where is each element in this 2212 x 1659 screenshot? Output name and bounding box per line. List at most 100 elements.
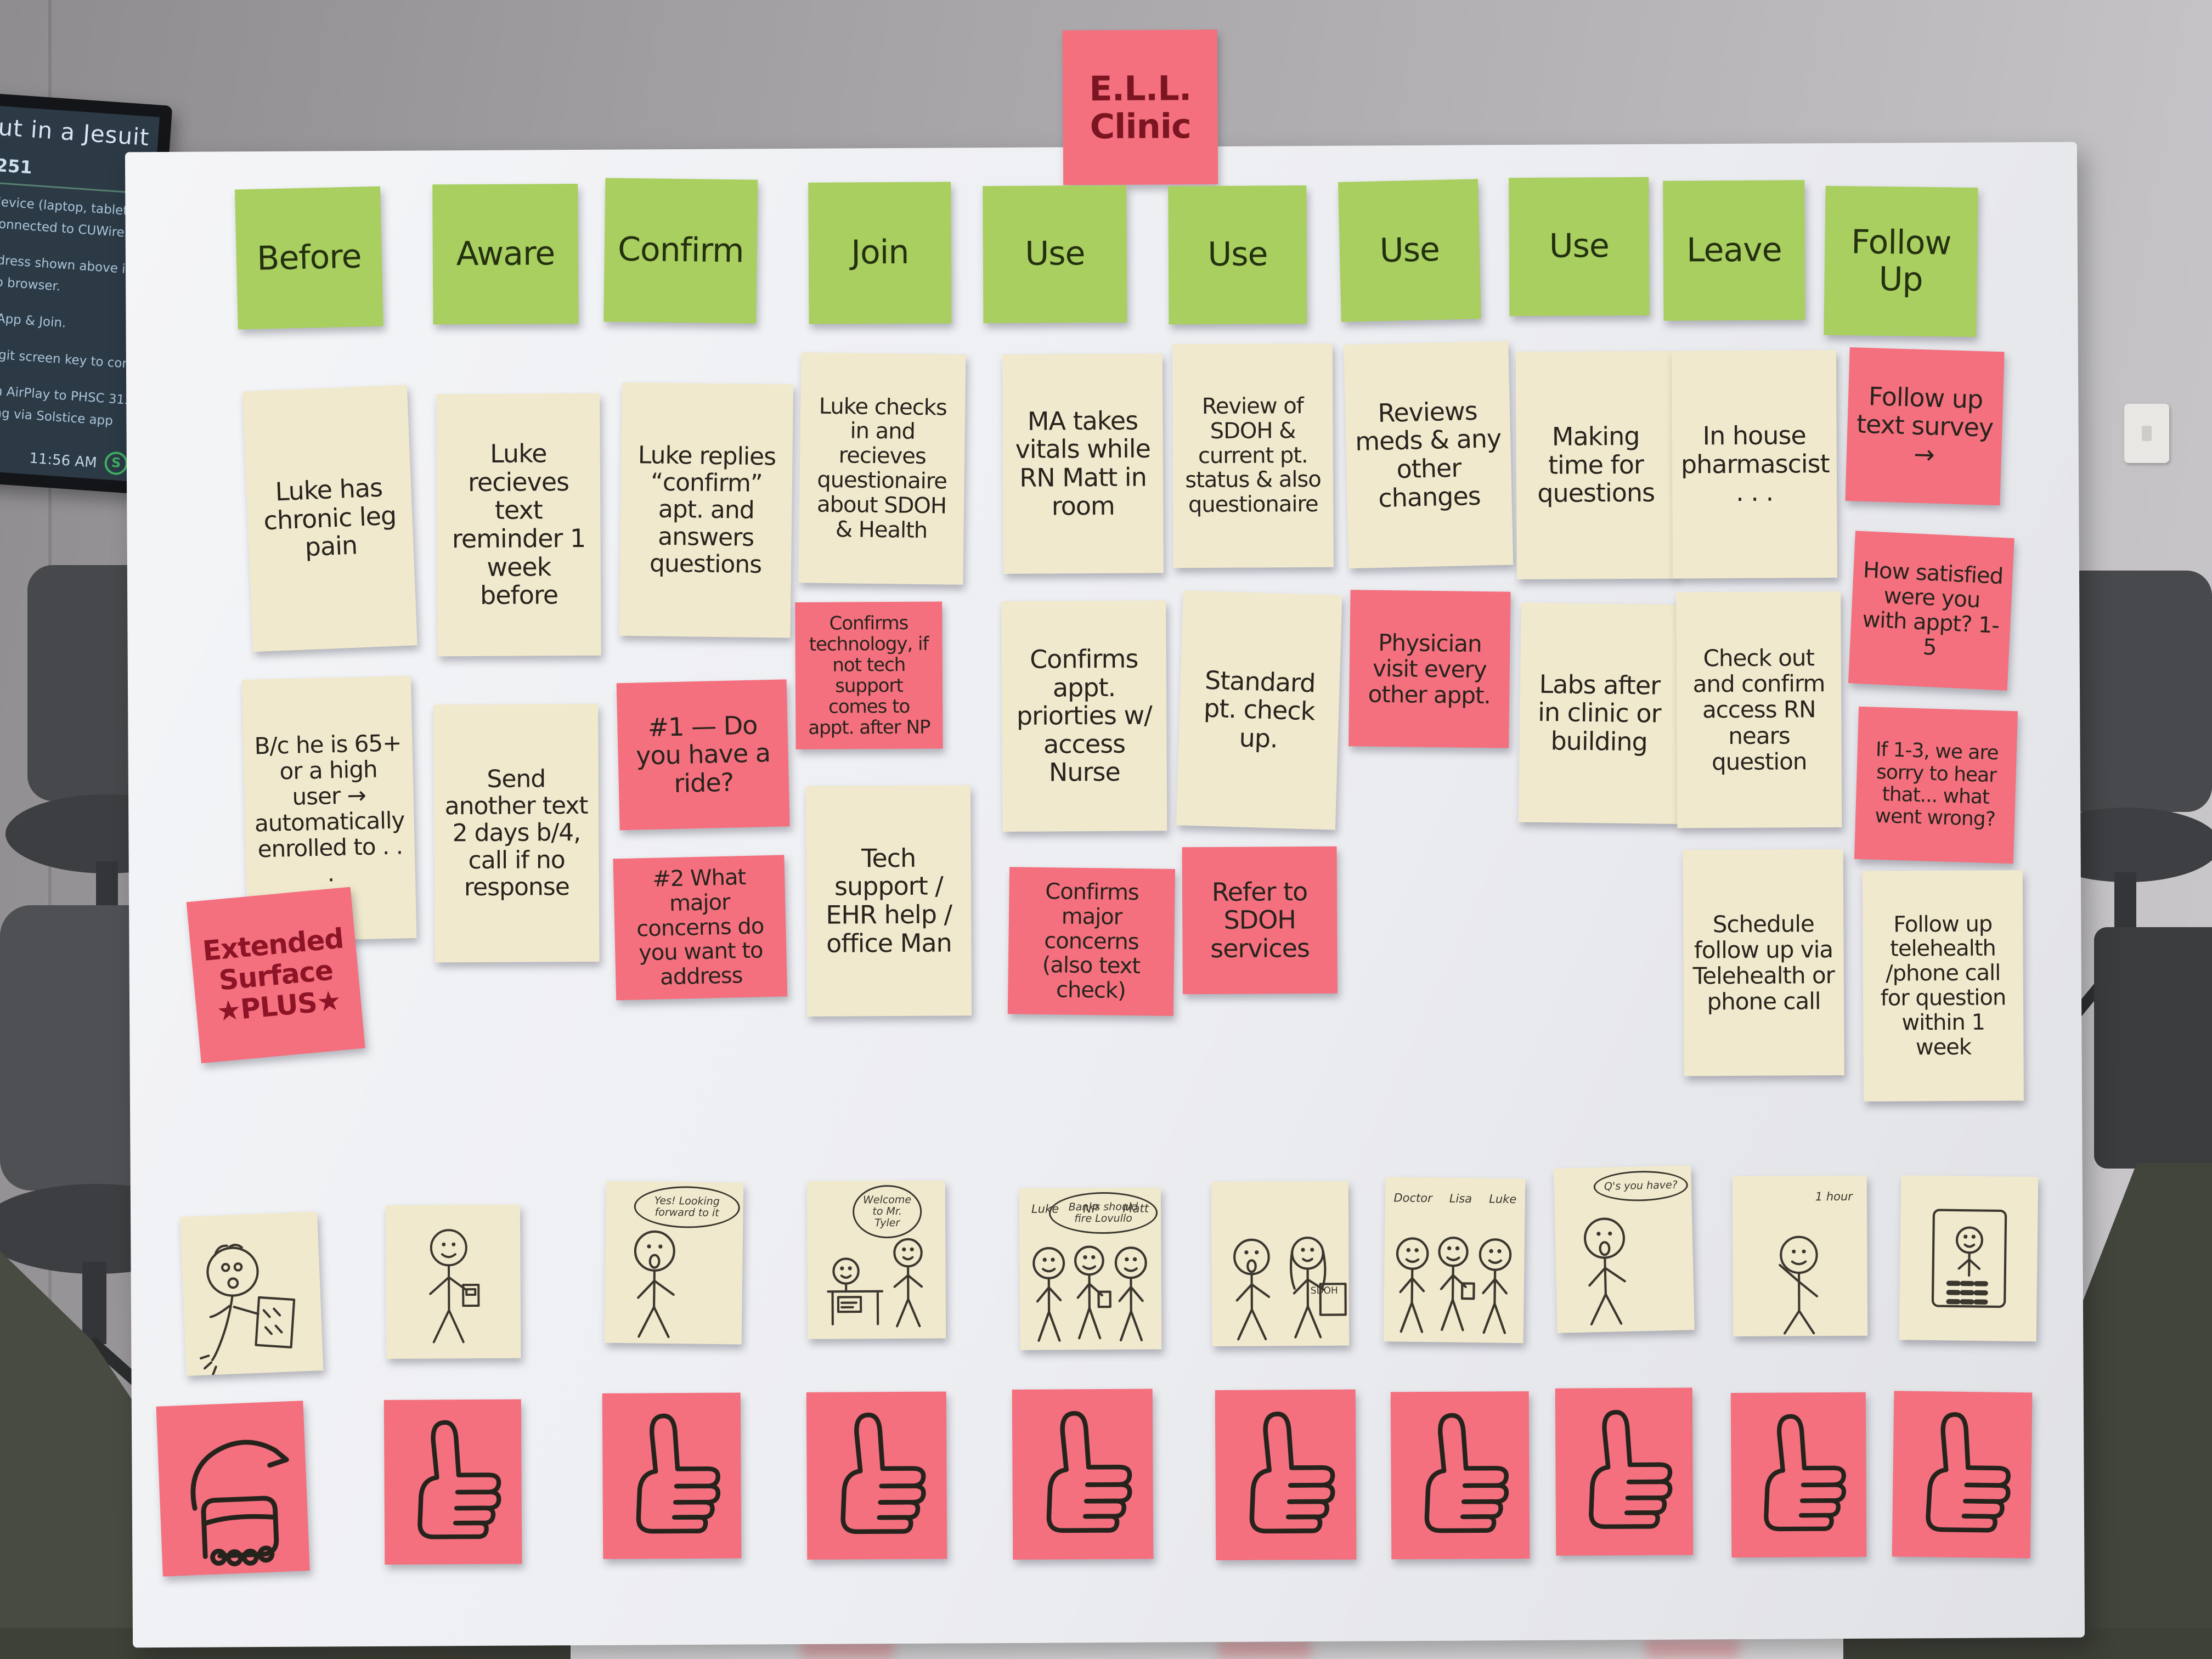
note-text: Aware	[456, 234, 555, 274]
thumb-note-6-thumbs-up	[1215, 1389, 1357, 1560]
sketch-note-10-screen	[1899, 1175, 2039, 1342]
sketch-labels: Doctor Lisa Luke	[1385, 1191, 1525, 1206]
tv-headline: ut in a Jesuit	[0, 114, 150, 151]
note-text: Confirms technology, if not tech support…	[808, 612, 930, 739]
note-text: Follow up text survey →	[1856, 381, 1994, 470]
note-text: Extended Surface ★PLUS★	[201, 922, 345, 1028]
note-text: Standard pt. check up.	[1203, 665, 1316, 754]
note-text: Refer to SDOH services	[1210, 876, 1310, 963]
note-text: Before	[256, 237, 362, 278]
sketch-note-1-startled-board	[180, 1211, 324, 1376]
sticky-note-c3-r3: #2 What major concerns do you want to ad…	[613, 855, 788, 1001]
note-text: Physician visit every other appt.	[1368, 629, 1491, 709]
sticky-note-c6-r1: Review of SDOH & current pt. status & al…	[1172, 343, 1334, 568]
tv-clock: 11:56 AM	[29, 450, 98, 472]
sticky-note-c1-r1: Luke has chronic leg pain	[242, 385, 417, 652]
sticky-note-c2-r2: Send another text 2 days b/4, call if no…	[433, 703, 600, 963]
light-switch	[2124, 404, 2169, 463]
sticky-note-c9-r1: In house pharmascist . . .	[1671, 350, 1837, 579]
note-text: Follow Up	[1850, 223, 1951, 299]
sticky-note-c9-r2: Check out and confirm access RN nears qu…	[1676, 591, 1842, 828]
note-text: E.L.L. Clinic	[1089, 67, 1192, 147]
column-header-use-8: Use	[1509, 177, 1650, 317]
sketch-labels: SDOH	[1308, 1285, 1340, 1296]
note-text: Luke has chronic leg pain	[263, 472, 397, 562]
sticky-note-c1-r3: Extended Surface ★PLUS★	[186, 887, 365, 1064]
board-title-note: E.L.L. Clinic	[1062, 29, 1218, 185]
column-header-confirm-3: Confirm	[603, 178, 758, 324]
note-text: Confirms appt. priorties w/ access Nurse	[1016, 644, 1152, 787]
note-reflection	[1646, 1638, 1739, 1659]
note-text: MA takes vitals while RN Matt in room	[1015, 405, 1150, 521]
sketch-note-4-desk: Welcome to Mr. Tyler	[806, 1180, 946, 1339]
note-text: Confirms major concerns (also text check…	[1042, 879, 1141, 1004]
thumb-note-10-thumbs-up	[1892, 1391, 2033, 1559]
sticky-note-c10-r3: If 1-3, we are sorry to hear that... wha…	[1854, 706, 2018, 864]
thumb-note-1-fist-arrow	[156, 1401, 310, 1577]
note-text: Confirm	[617, 230, 744, 270]
note-text: How satisfied were you with appt? 1-5	[1861, 557, 2004, 661]
sticky-note-c5-r3: Confirms major concerns (also text check…	[1007, 867, 1176, 1016]
note-text: Schedule follow up via Telehealth or pho…	[1692, 910, 1835, 1015]
note-text: If 1-3, we are sorry to hear that... wha…	[1875, 738, 1999, 831]
sketch-note-3-bubble: Yes! Looking forward to it	[604, 1181, 744, 1345]
sticky-note-c5-r2: Confirms appt. priorties w/ access Nurse	[1001, 600, 1167, 832]
note-text: Labs after in clinic or building	[1537, 669, 1661, 757]
tv-text-line: cting via Solstice app	[0, 404, 114, 428]
thumb-note-2-thumbs-up	[383, 1399, 522, 1565]
note-text: Use	[1207, 235, 1268, 274]
sketch-note-6-duo-paper: SDOH	[1211, 1181, 1350, 1346]
side-furniture	[2094, 927, 2212, 1169]
sticky-note-c4-r3: Tech support / EHR help / office Man	[805, 785, 972, 1017]
note-text: Send another text 2 days b/4, call if no…	[444, 765, 588, 902]
note-text: Leave	[1686, 230, 1782, 270]
column-header-use-7: Use	[1338, 179, 1481, 322]
sketch-label: Doctor	[1393, 1191, 1432, 1205]
sketch-label: SDOH	[1310, 1285, 1338, 1297]
sticky-note-c6-r3: Refer to SDOH services	[1182, 846, 1338, 995]
sticky-note-c9-r3: Schedule follow up via Telehealth or pho…	[1683, 849, 1844, 1076]
sketch-note-7-trio: Doctor Lisa Luke	[1383, 1177, 1526, 1344]
sketch-label: NP	[1083, 1202, 1099, 1216]
note-text: In house pharmascist . . .	[1680, 420, 1830, 507]
thumb-note-7-thumbs-up	[1390, 1391, 1530, 1560]
column-header-use-5: Use	[983, 185, 1127, 324]
sticky-note-c7-r1: Reviews meds & any other changes	[1344, 341, 1514, 569]
sketch-note-9-wave: 1 hour	[1732, 1175, 1868, 1337]
sketch-label: Matt	[1122, 1201, 1149, 1215]
note-text: Making time for questions	[1537, 421, 1655, 509]
sketch-label: Lisa	[1449, 1192, 1472, 1206]
sticky-note-c10-r1: Follow up text survey →	[1845, 347, 2005, 506]
sticky-note-c8-r1: Making time for questions	[1515, 351, 1676, 580]
column-header-join-4: Join	[808, 182, 952, 324]
sticky-note-c6-r2: Standard pt. check up.	[1176, 590, 1342, 830]
thumb-note-9-thumbs-up	[1730, 1392, 1867, 1558]
thumb-note-8-thumbs-up	[1555, 1387, 1694, 1556]
note-text: Review of SDOH & current pt. status & al…	[1185, 393, 1321, 518]
solstice-logo-icon: S	[104, 451, 129, 476]
sticky-note-c10-r2: How satisfied were you with appt? 1-5	[1848, 531, 2015, 691]
sticky-note-c5-r1: MA takes vitals while RN Matt in room	[1002, 353, 1164, 574]
note-text: Luke recieves text reminder 1 week befor…	[452, 438, 586, 610]
speech-bubble: Welcome to Mr. Tyler	[852, 1184, 922, 1239]
note-text: Tech support / EHR help / office Man	[826, 843, 952, 958]
note-text: Use	[1549, 227, 1610, 266]
sketch-note-5-trio: Banks should fire Lovullo Luke NP Matt	[1019, 1187, 1162, 1350]
sketch-label: Luke	[1489, 1192, 1517, 1206]
note-text: Luke replies “confirm” apt. and answers …	[637, 441, 776, 579]
column-header-follow-up-10: Follow Up	[1824, 185, 1978, 337]
note-text: Luke checks in and recieves questionaire…	[816, 393, 947, 543]
sticky-note-c8-r2: Labs after in clinic or building	[1518, 602, 1680, 825]
sticky-note-c3-r1: Luke replies “confirm” apt. and answers …	[619, 382, 794, 638]
note-text: #1 — Do you have a ride?	[635, 710, 771, 798]
sticky-note-c4-r1: Luke checks in and recieves questionaire…	[798, 352, 966, 585]
sticky-note-c2-r1: Luke recieves text reminder 1 week befor…	[436, 393, 601, 657]
column-header-aware-2: Aware	[432, 184, 579, 325]
note-text: Reviews meds & any other changes	[1355, 396, 1502, 513]
column-header-use-6: Use	[1168, 185, 1307, 325]
note-text: Join	[851, 233, 909, 272]
column-header-leave-9: Leave	[1663, 180, 1805, 321]
sticky-note-c3-r2: #1 — Do you have a ride?	[616, 679, 790, 831]
note-text: #2 What major concerns do you want to ad…	[636, 864, 764, 990]
